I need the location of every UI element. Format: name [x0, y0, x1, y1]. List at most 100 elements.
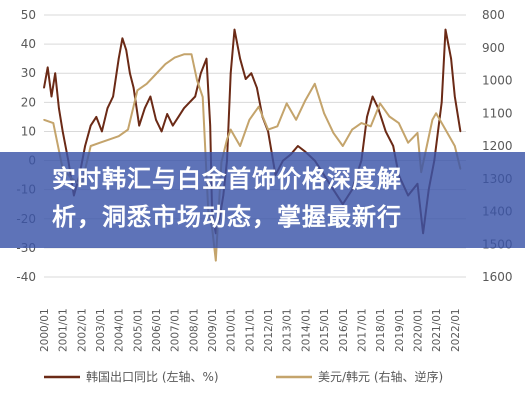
- data-point-usdkrw: [285, 102, 288, 105]
- data-point-usdkrw: [370, 125, 372, 128]
- data-point-usdkrw: [454, 145, 456, 147]
- data-point-export: [155, 119, 157, 121]
- data-point-usdkrw: [196, 79, 198, 82]
- data-point-export: [209, 124, 211, 127]
- data-point-export: [450, 57, 452, 60]
- x-tick-label: 2005/01: [132, 308, 144, 352]
- data-point-export: [46, 66, 49, 69]
- data-point-export: [297, 145, 299, 147]
- data-point-export: [229, 72, 232, 74]
- data-point-usdkrw: [426, 145, 428, 147]
- data-point-export: [54, 72, 56, 74]
- data-point-usdkrw: [183, 53, 185, 56]
- left-tick-label: 40: [21, 37, 36, 51]
- data-point-usdkrw: [201, 96, 204, 98]
- data-point-export: [244, 78, 247, 80]
- data-point-usdkrw: [257, 105, 260, 108]
- data-point-export: [106, 107, 109, 109]
- data-point-export: [437, 130, 439, 133]
- data-point-usdkrw: [435, 112, 437, 115]
- x-tick-label: 2000/01: [39, 308, 51, 352]
- x-tick-label: 2013/01: [282, 308, 294, 352]
- legend-label-usdkrw: 美元/韩元 (右轴、逆序): [318, 369, 443, 384]
- data-point-export: [101, 130, 103, 133]
- x-tick-label: 2020/01: [412, 308, 424, 352]
- right-tick-label: 1100: [482, 106, 513, 120]
- x-tick-label: 2012/01: [263, 308, 275, 352]
- right-tick-label: 1000: [482, 74, 513, 88]
- data-point-usdkrw: [108, 138, 111, 141]
- x-tick-label: 2022/01: [450, 308, 462, 352]
- data-point-usdkrw: [416, 132, 419, 134]
- data-point-usdkrw: [164, 63, 167, 65]
- x-tick-label: 2017/01: [356, 308, 368, 352]
- data-point-export: [194, 95, 196, 98]
- data-point-usdkrw: [89, 145, 92, 147]
- data-point-export: [144, 107, 146, 109]
- x-tick-label: 2015/01: [319, 308, 331, 352]
- data-point-usdkrw: [145, 83, 148, 85]
- data-point-export: [205, 57, 208, 60]
- data-point-export: [250, 72, 253, 74]
- data-point-export: [50, 95, 53, 98]
- data-point-export: [84, 145, 86, 147]
- data-point-export: [61, 130, 64, 133]
- data-point-export: [371, 95, 374, 98]
- data-point-export: [125, 49, 127, 51]
- data-point-export: [440, 101, 443, 104]
- x-tick-label: 2010/01: [226, 308, 238, 352]
- x-tick-label: 2011/01: [244, 308, 256, 352]
- data-point-usdkrw: [379, 102, 381, 105]
- data-point-export: [177, 116, 180, 118]
- data-point-usdkrw: [407, 141, 409, 144]
- data-point-usdkrw: [43, 119, 45, 121]
- left-tick-label: -40: [16, 270, 36, 284]
- x-tick-label: 2003/01: [95, 308, 107, 352]
- x-tick-label: 2009/01: [207, 308, 219, 352]
- x-tick-label: 2007/01: [170, 308, 182, 352]
- right-tick-label: 1600: [482, 270, 513, 284]
- data-point-export: [172, 124, 174, 127]
- left-tick-label: 10: [21, 124, 36, 138]
- data-point-usdkrw: [332, 132, 335, 134]
- legend: 韩国出口同比 (左轴、%) 美元/韩元 (右轴、逆序): [44, 369, 443, 384]
- x-axis-ticks: 2000/01 2001/01 2002/01 2003/01 2004/01 2005/…: [39, 308, 462, 352]
- data-point-export: [132, 87, 135, 89]
- left-tick-label: 20: [21, 95, 36, 109]
- data-point-export: [149, 95, 152, 98]
- data-point-usdkrw: [398, 122, 400, 124]
- right-tick-label: 1200: [482, 139, 513, 153]
- data-point-export: [444, 28, 447, 31]
- x-tick-label: 2018/01: [375, 308, 387, 352]
- x-tick-label: 2016/01: [338, 308, 350, 352]
- legend-label-export: 韩国出口同比 (左轴、%): [86, 369, 219, 384]
- data-point-export: [166, 113, 168, 115]
- data-point-usdkrw: [136, 89, 139, 92]
- data-point-export: [366, 116, 368, 118]
- data-point-export: [183, 107, 185, 109]
- data-point-export: [233, 28, 236, 31]
- data-point-export: [89, 124, 92, 127]
- right-tick-label: 900: [482, 41, 505, 55]
- x-tick-label: 2019/01: [394, 308, 406, 352]
- data-point-usdkrw: [155, 73, 157, 75]
- x-tick-label: 2004/01: [114, 308, 126, 352]
- data-point-usdkrw: [52, 122, 55, 124]
- data-point-usdkrw: [295, 119, 297, 121]
- data-point-export: [160, 130, 163, 133]
- data-point-usdkrw: [117, 135, 120, 137]
- data-point-usdkrw: [444, 128, 447, 131]
- data-point-export: [239, 57, 241, 60]
- data-point-usdkrw: [239, 145, 241, 147]
- x-tick-label: 2006/01: [151, 308, 163, 352]
- x-tick-label: 2001/01: [58, 308, 70, 352]
- data-point-usdkrw: [248, 119, 251, 121]
- x-tick-label: 2008/01: [188, 308, 200, 352]
- data-point-usdkrw: [351, 128, 353, 131]
- data-point-export: [188, 101, 191, 104]
- data-point-export: [267, 130, 269, 133]
- data-point-export: [138, 124, 140, 127]
- data-point-usdkrw: [226, 138, 228, 141]
- data-point-usdkrw: [323, 112, 325, 115]
- data-point-usdkrw: [215, 259, 217, 262]
